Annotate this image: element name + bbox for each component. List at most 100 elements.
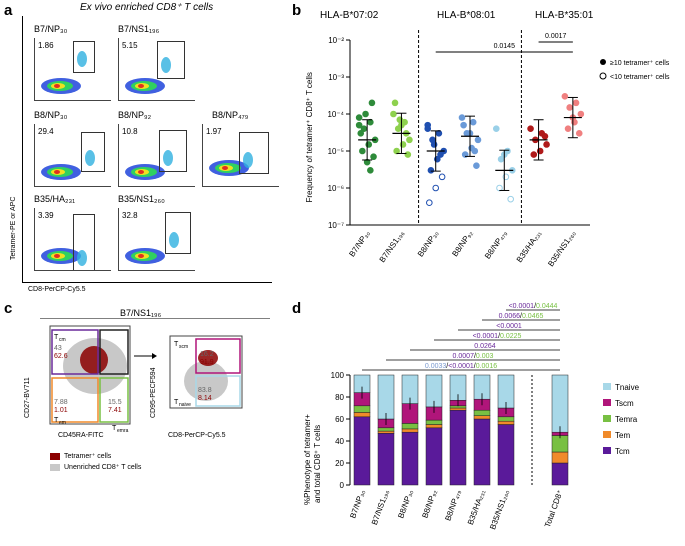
b-point (469, 118, 477, 126)
b-point (432, 184, 440, 192)
d-bar-tcm (449, 409, 467, 486)
c-temra-name: T (112, 425, 117, 432)
panel-a-y-arrow (22, 16, 23, 282)
tetramer-gate (73, 41, 95, 73)
flow-plot-2 (34, 124, 111, 187)
d-bar-tem (425, 424, 443, 429)
flow-plot-value-4: 1.97 (206, 127, 222, 136)
b-category-label: B8/NP₃₀ (416, 229, 440, 258)
panel-a-x-arrow (22, 282, 272, 283)
d-pval-text: 0.0033/<0.0001/0.0016 (425, 363, 497, 370)
d-bar-tcm (497, 424, 515, 486)
panel-d-chart: 0 20 40 60 80 100 %Phenotype of tetramer+ and t… (303, 303, 640, 531)
d-bar-tem (401, 428, 419, 433)
d-bar-tem (497, 420, 515, 425)
c-tcm-v1: 43 (54, 345, 62, 352)
b-point (527, 125, 534, 133)
flow-plot-label-3: B8/NP₉₂ (118, 110, 152, 120)
c-tscm-v1: 16.2 (200, 351, 214, 358)
d-bar-tcm (551, 462, 569, 486)
b-point (577, 110, 585, 118)
b-point (541, 132, 549, 140)
b-point (437, 151, 444, 158)
tetramer-gate (239, 132, 269, 174)
b-ytick-label: 10⁻³ (328, 73, 344, 82)
density-peak (54, 170, 60, 174)
d-legend-text: Temra (615, 415, 638, 424)
d-bar-temra (497, 416, 515, 422)
flow-plot-label-0: B7/NP₃₀ (34, 24, 68, 34)
c-plot2-density (184, 361, 228, 401)
b-pvalue-1: 0.0145 (494, 43, 516, 50)
c-plot2-tetramer (198, 350, 218, 366)
flow-plot-1 (118, 38, 195, 101)
c-tnaive-v2: 8.14 (198, 395, 212, 402)
c-temra-sub: emra (117, 428, 129, 434)
gate-population (243, 152, 253, 168)
b-point (492, 125, 500, 133)
d-y-label-1: %Phenotype of tetramer+ (303, 414, 312, 505)
b-point (404, 151, 412, 158)
b-point (359, 147, 366, 155)
d-legend-text: Tcm (615, 447, 630, 456)
c-tcm-sub: cm (59, 337, 66, 343)
c-gate-temra (99, 377, 129, 423)
hla-b08-header: HLA-B*08:01 (437, 10, 496, 21)
d-category-label: B8/NP₉₂ (420, 489, 439, 520)
legend-unenriched: Unenriched CD8⁺ T cells (64, 464, 142, 471)
tetramer-gate (157, 41, 185, 79)
b-legend-text-2: <10 tetramer⁺ cells (610, 74, 670, 81)
density-peak (138, 84, 144, 88)
d-bar-temra (425, 419, 443, 425)
flow-plot-label-2: B8/NP₃₀ (34, 110, 68, 120)
flow-plot-value-5: 3.39 (38, 211, 54, 220)
c-tem-v2: 1.01 (54, 407, 68, 414)
d-pval-text: <0.0001/0.0444 (509, 303, 558, 310)
d-category-label: Total CD8⁺ (543, 489, 565, 529)
density-peak (54, 84, 60, 88)
d-pval-text: 0.0066/0.0465 (499, 313, 544, 320)
d-legend-text: Tscm (615, 399, 634, 408)
b-ytick-label: 10⁻⁷ (328, 221, 344, 230)
b-point (357, 130, 365, 137)
c-tcm-v2: 62.6 (54, 353, 68, 360)
flow-plot-3 (118, 124, 195, 187)
d-category-label: B7/NP₃₀ (348, 489, 367, 520)
d-pval-text: 0.0264 (474, 343, 496, 350)
b-category-label: B8/NP₉₂ (450, 229, 474, 258)
d-category-label: B35/NS1₂₆₀ (488, 489, 511, 531)
c-gate-tscm (195, 338, 241, 374)
gate-population (77, 250, 87, 266)
c-tnaive-sub: naive (179, 402, 191, 408)
d-bar-tem (449, 407, 467, 411)
panel-c-x2-label: CD8-PerCP-Cy5.5 (168, 432, 226, 439)
flow-plot-label-6: B35/NS1₂₆₀ (118, 194, 165, 204)
b-point (507, 195, 514, 203)
d-bar-tcm (377, 433, 395, 486)
b-point (473, 162, 480, 170)
d-pval-text: <0.0001 (496, 323, 522, 330)
d-bar-temra (377, 427, 395, 432)
panel-a-title: Ex vivo enriched CD8⁺ T cells (80, 2, 214, 13)
gate-population (163, 150, 173, 166)
d-category-label: B7/NS1₁₉₆ (370, 489, 391, 527)
d-legend-text: Tnaive (615, 383, 640, 392)
d-bar-temra (353, 405, 371, 413)
d-bar-temra (473, 409, 491, 416)
d-pval-text: 0.0007/0.003 (453, 353, 494, 360)
hla-b35-header: HLA-B*35:01 (535, 10, 594, 21)
b-category-label: B35/NS1₂₆₀ (546, 229, 577, 268)
c-tem-sub: em (59, 420, 66, 426)
flow-plot-value-0: 1.86 (38, 41, 54, 50)
b-ytick-label: 10⁻² (328, 36, 344, 45)
d-legend-swatch (603, 399, 611, 406)
d-bar-tcm (353, 416, 371, 486)
panel-letter-a: a (4, 2, 13, 19)
b-point (367, 118, 374, 126)
b-point (438, 173, 446, 181)
b-pvalue-2: 0.0017 (545, 33, 567, 40)
b-legend-filled (600, 59, 606, 65)
c-tcm-name: T (54, 334, 59, 341)
density-peak (222, 166, 228, 170)
d-category-label: B8/NP₄₇₉ (443, 489, 463, 522)
